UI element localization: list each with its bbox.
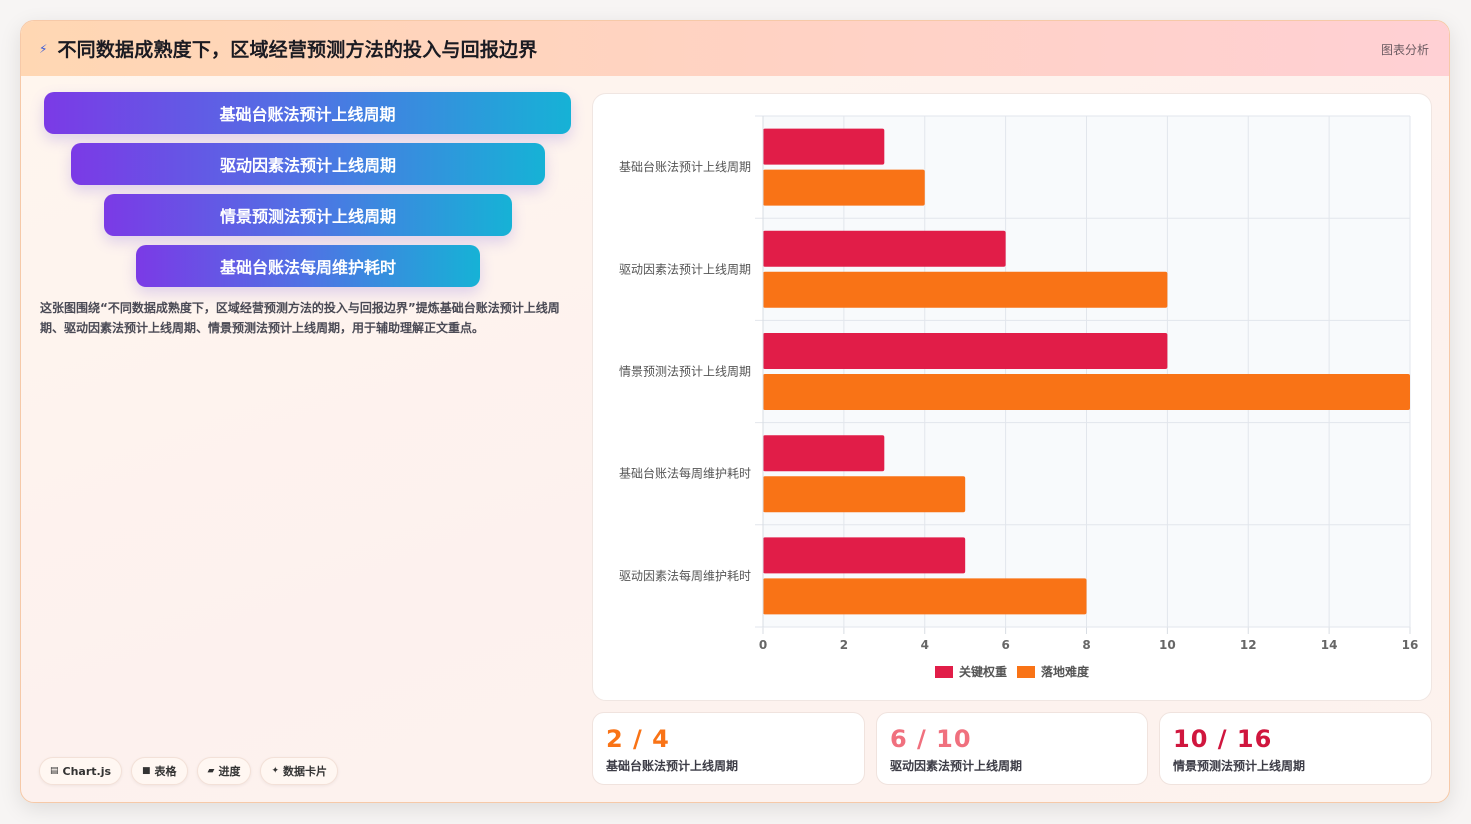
bar (763, 230, 1006, 267)
sparkle-icon: ✦ (271, 766, 280, 776)
header-bar: ⚡ 不同数据成熟度下，区域经营预测方法的投入与回报边界 图表分析 (21, 21, 1449, 76)
page-title: 不同数据成熟度下，区域经营预测方法的投入与回报边界 (57, 39, 538, 61)
bar (763, 578, 1087, 615)
bar (763, 169, 925, 206)
bar (763, 128, 885, 165)
stat-card: 10 / 16 情景预测法预计上线周期 (1159, 712, 1432, 785)
y-tick-label: 基础台账法每周维护耗时 (619, 466, 751, 481)
stat-value: 6 / 10 (890, 725, 972, 753)
y-tick-label: 驱动因素法每周维护耗时 (619, 568, 751, 583)
legend-swatch (1017, 666, 1035, 678)
x-tick-label: 0 (759, 638, 767, 652)
x-tick-label: 8 (1082, 638, 1090, 652)
legend-swatch (935, 666, 953, 678)
bar (763, 333, 1168, 369)
bar (763, 537, 966, 574)
y-tick-label: 情景预测法预计上线周期 (619, 365, 751, 379)
stat-label: 基础台账法预计上线周期 (606, 759, 739, 773)
chart-panel: 0 2 4 6 8 10 12 14 16 基础台账法预计上线周期 驱动因素法预计上线周期 情景预测法… (592, 93, 1432, 701)
stat-value: 2 / 4 (606, 725, 670, 753)
chip-progress[interactable]: ▰ 进度 (196, 757, 252, 785)
stat-card: 2 / 4 基础台账法预计上线周期 (592, 712, 865, 785)
x-tick-label: 4 (921, 638, 929, 652)
x-tick-label: 12 (1240, 638, 1257, 652)
x-tick-label: 14 (1321, 638, 1338, 652)
chip-row: ▤ Chart.js ■ 表格 ▰ 进度 ✦ 数据卡片 (39, 757, 339, 785)
legend-label: 关键权重 (959, 664, 1007, 679)
bar-chart: 0 2 4 6 8 10 12 14 16 基础台账法预计上线周期驱动因素法预计上线周期情景预测法… (619, 115, 1419, 679)
chip-label: 数据卡片 (283, 765, 328, 778)
y-tick-label: 基础台账法预计上线周期 (619, 159, 751, 174)
funnel-item[interactable]: 情景预测法预计上线周期 (104, 194, 512, 236)
funnel-item[interactable]: 驱动因素法预计上线周期 (71, 143, 545, 185)
square-icon: ■ (142, 766, 151, 776)
stat-label: 驱动因素法预计上线周期 (890, 759, 1023, 773)
description-text: 这张图围绕“不同数据成熟度下，区域经营预测方法的投入与回报边界”提炼基础台账法预… (40, 301, 560, 335)
table-icon: ▤ (50, 766, 59, 776)
bar (763, 271, 1168, 308)
report-card: ⚡ 不同数据成熟度下，区域经营预测方法的投入与回报边界 图表分析 基础台账法预计… (20, 20, 1450, 803)
stat-value: 10 / 16 (1173, 725, 1273, 753)
funnel-item[interactable]: 基础台账法每周维护耗时 (136, 245, 480, 287)
bar (763, 435, 885, 472)
chip-label: Chart.js (62, 764, 112, 778)
chip-chartjs[interactable]: ▤ Chart.js (39, 757, 123, 785)
stat-label: 情景预测法预计上线周期 (1173, 759, 1306, 773)
x-tick-label: 10 (1159, 638, 1176, 652)
chip-table[interactable]: ■ 表格 (131, 757, 188, 785)
progress-icon: ▰ (207, 766, 215, 776)
x-tick-label: 6 (1001, 638, 1009, 652)
legend-label: 落地难度 (1041, 664, 1090, 679)
y-tick-label: 驱动因素法预计上线周期 (619, 262, 751, 276)
lightning-icon: ⚡ (39, 41, 48, 56)
bar (763, 476, 966, 513)
stat-card: 6 / 10 驱动因素法预计上线周期 (876, 712, 1148, 785)
chip-label: 表格 (154, 765, 177, 778)
chip-data-card[interactable]: ✦ 数据卡片 (260, 757, 339, 785)
funnel-item[interactable]: 基础台账法预计上线周期 (44, 92, 571, 134)
x-tick-label: 2 (840, 638, 848, 652)
x-tick-label: 16 (1402, 638, 1419, 652)
chart-analysis-tag[interactable]: 图表分析 (1380, 43, 1429, 57)
chip-label: 进度 (218, 765, 241, 778)
bar (763, 374, 1410, 410)
